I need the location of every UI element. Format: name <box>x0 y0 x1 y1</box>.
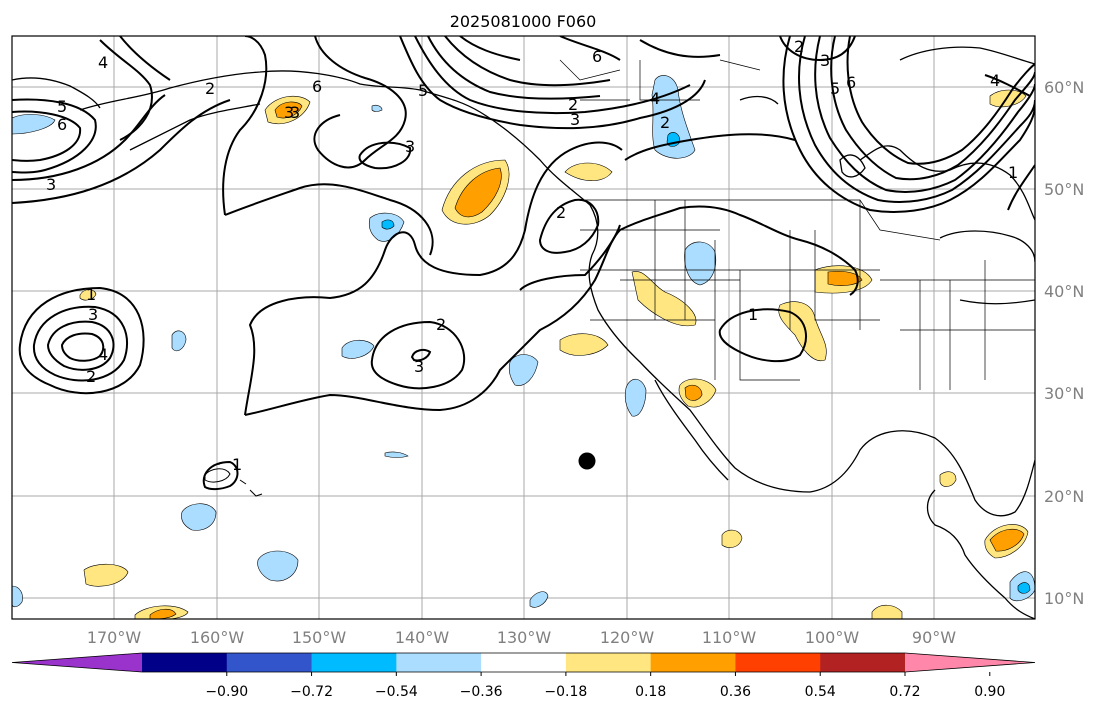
lon-label: 90°W <box>912 628 956 647</box>
colorbar-tick-label: 0.90 <box>974 684 1005 700</box>
contour-label: 3 <box>405 137 415 156</box>
colorbar-segment <box>142 653 228 672</box>
colorbar-tick-label: 0.18 <box>635 684 666 700</box>
colorbar-tick-label: 0.36 <box>720 684 751 700</box>
colorbar: −0.90 −0.72 −0.54 −0.36 −0.18 0.18 0.36 0.54 0.7… <box>11 652 1036 700</box>
contour-label: 2 <box>86 367 96 386</box>
lat-label: 10°N <box>1044 589 1084 608</box>
contour-label: 3 <box>414 357 424 376</box>
contour-label: 5 <box>418 81 428 100</box>
contour-label: 3 <box>46 175 56 194</box>
colorbar-segment <box>735 653 821 672</box>
colorbar-segment <box>820 653 906 672</box>
lon-label: 110°W <box>702 628 757 647</box>
contour-label: 3 <box>88 305 98 324</box>
colorbar-extend-low <box>12 653 142 672</box>
location-marker <box>578 452 596 470</box>
colorbar-segment <box>311 653 397 672</box>
colorbar-segment <box>650 653 736 672</box>
lat-label: 60°N <box>1044 78 1084 97</box>
contour-label: 4 <box>98 345 108 364</box>
colorbar-outline <box>11 652 1036 673</box>
colorbar-tick-label: −0.72 <box>290 684 333 700</box>
colorbar-segment <box>565 653 652 672</box>
colorbar-tick-label: −0.54 <box>375 684 418 700</box>
lat-label: 40°N <box>1044 282 1084 301</box>
contour-label: 1 <box>232 455 242 474</box>
state-borders <box>559 59 1035 390</box>
map-title: 2025081000 F060 <box>450 12 597 31</box>
lon-label: 120°W <box>600 628 655 647</box>
contour-label: 6 <box>312 77 322 96</box>
map-frame <box>11 35 1036 620</box>
lon-label: 160°W <box>190 628 245 647</box>
contour-label: 2 <box>568 95 578 114</box>
contour-label: 4 <box>650 89 660 108</box>
contour-label: 2 <box>660 113 670 132</box>
contour-label: 2 <box>436 315 446 334</box>
contour-label: 4 <box>98 53 108 72</box>
colorbar-tick-label: −0.36 <box>460 684 503 700</box>
contour-labels: 6 4 2 3 5 6 3 3 2 6 5 3 4 2 2 3 5 6 1 4 … <box>46 37 1018 474</box>
contour-label: 5 <box>830 79 840 98</box>
contour-label: 3 <box>290 103 300 122</box>
shading-negative <box>12 75 1035 608</box>
lon-label: 150°W <box>292 628 347 647</box>
lon-label: 140°W <box>395 628 450 647</box>
contour-label: 1 <box>748 305 758 324</box>
contours <box>12 36 1035 491</box>
latitude-labels: 60°N 50°N 40°N 30°N 20°N 10°N <box>1044 78 1084 608</box>
colorbar-tick-label: −0.18 <box>544 684 587 700</box>
contour-label: 2 <box>205 79 215 98</box>
contour-label: 3 <box>820 51 830 70</box>
colorbar-segment <box>396 653 482 672</box>
contour-label: 6 <box>57 115 67 134</box>
map-panel: 6 4 2 3 5 6 3 3 2 6 5 3 4 2 2 3 5 6 1 4 … <box>11 35 1036 620</box>
lon-label: 170°W <box>87 628 142 647</box>
colorbar-tick-label: −0.90 <box>205 684 248 700</box>
lat-label: 30°N <box>1044 384 1084 403</box>
contour-label: 3 <box>284 103 294 122</box>
contour-label: 1 <box>1008 163 1018 182</box>
colorbar-tick-label: 0.54 <box>805 684 836 700</box>
colorbar-segment <box>481 653 567 672</box>
contour-label: 5 <box>57 97 67 116</box>
longitude-labels: 170°W 160°W 150°W 140°W 130°W 120°W 110°… <box>87 628 956 647</box>
contour-label: 3 <box>570 110 580 129</box>
contour-label: 6 <box>846 73 856 92</box>
coastlines <box>12 46 1035 619</box>
contour-label: 4 <box>990 71 1000 90</box>
contour-label: 2 <box>794 37 804 56</box>
contour-label: 6 <box>592 47 602 66</box>
colorbar-tick-label: 0.72 <box>889 684 920 700</box>
colorbar-extend-high <box>905 653 1035 672</box>
lon-label: 130°W <box>497 628 552 647</box>
graticule <box>12 36 1035 619</box>
lon-label: 100°W <box>805 628 860 647</box>
shading-positive <box>79 89 1029 619</box>
lat-label: 20°N <box>1044 487 1084 506</box>
contour-label: 1 <box>86 285 96 304</box>
colorbar-segment <box>226 653 313 672</box>
contour-label: 2 <box>556 203 566 222</box>
lat-label: 50°N <box>1044 180 1084 199</box>
